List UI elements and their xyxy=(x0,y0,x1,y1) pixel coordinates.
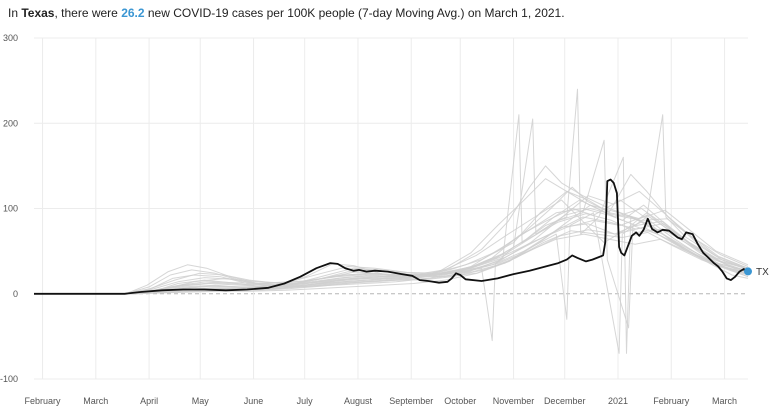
series-end-label: TX xyxy=(756,267,769,278)
headline-state: Texas xyxy=(21,6,55,20)
x-tick-label: February xyxy=(653,396,690,406)
background-series-line xyxy=(34,118,749,342)
x-tick-label: August xyxy=(344,396,373,406)
y-tick-label: -100 xyxy=(0,374,18,384)
background-series-line xyxy=(34,190,749,295)
background-series-line xyxy=(34,178,749,295)
y-tick-label: 100 xyxy=(3,204,18,214)
x-tick-label: April xyxy=(140,396,158,406)
x-tick-label: 2021 xyxy=(608,396,628,406)
background-series-line xyxy=(34,204,749,295)
background-series-line xyxy=(34,199,749,295)
x-tick-label: March xyxy=(712,396,737,406)
texas-series-line xyxy=(34,178,749,295)
background-series-line xyxy=(34,208,749,295)
headline-middle: , there were xyxy=(54,6,122,20)
x-tick-label: February xyxy=(25,396,62,406)
chart-headline: In Texas, there were 26.2 new COVID-19 c… xyxy=(8,5,565,21)
x-tick-label: July xyxy=(297,396,314,406)
headline-value: 26.2 xyxy=(121,6,145,20)
x-tick-label: November xyxy=(493,396,535,406)
background-series-line xyxy=(34,173,749,295)
background-series-line xyxy=(34,214,749,295)
headline-suffix: new COVID-19 cases per 100K people (7-da… xyxy=(144,6,565,20)
y-tick-label: 0 xyxy=(13,289,18,299)
headline-prefix: In xyxy=(8,6,22,20)
series-end-dot xyxy=(744,267,752,276)
y-tick-label: 200 xyxy=(3,118,18,128)
x-tick-label: March xyxy=(83,396,108,406)
background-series-line xyxy=(34,226,749,295)
x-tick-label: June xyxy=(244,396,264,406)
x-tick-label: May xyxy=(192,396,210,406)
y-tick-label: 300 xyxy=(3,33,18,43)
x-tick-label: December xyxy=(544,396,586,406)
x-tick-label: October xyxy=(444,396,476,406)
x-tick-label: September xyxy=(389,396,433,406)
